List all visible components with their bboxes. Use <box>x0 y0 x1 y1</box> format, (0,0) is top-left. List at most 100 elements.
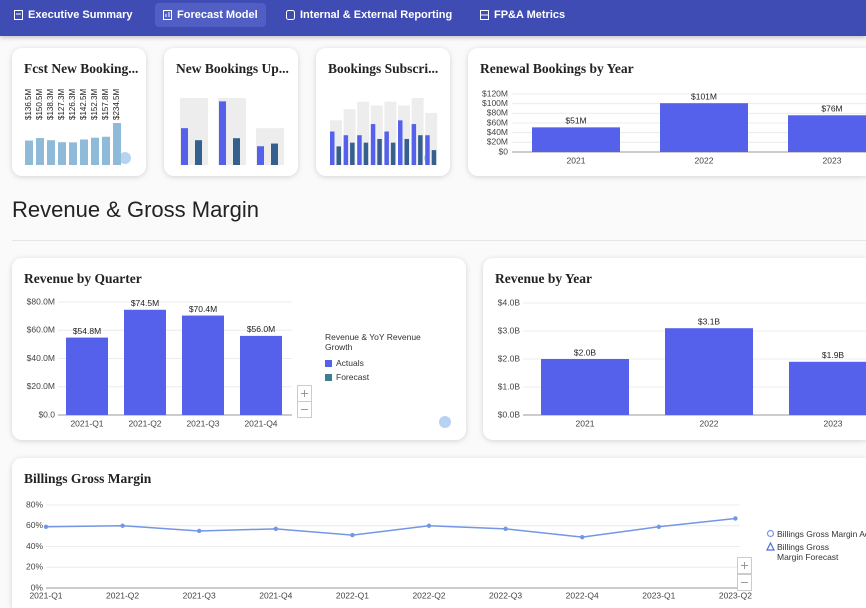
bar <box>371 124 376 165</box>
y-tick-label: $40.0M <box>27 353 55 363</box>
legend-label: Actuals <box>336 358 364 368</box>
bar <box>337 146 342 165</box>
y-tick-label: $80M <box>487 108 508 118</box>
card-title: Fcst New Booking... <box>24 61 138 77</box>
y-tick-label: $20M <box>487 137 508 147</box>
legend-title: Revenue & YoY Revenue Growth <box>325 332 435 352</box>
value-label: $74.5M <box>131 298 159 308</box>
bar <box>541 359 629 415</box>
chart-card: $0$20M$40M$60M$80M$100M$120M202120222023… <box>468 48 866 176</box>
bar <box>344 135 349 165</box>
legend: Revenue & YoY Revenue Growth Actuals For… <box>325 332 435 382</box>
value-label: $54.8M <box>73 326 101 336</box>
legend-marker <box>766 529 775 538</box>
card-title: Revenue by Year <box>495 271 592 287</box>
y-tick-label: $2.0B <box>498 353 521 363</box>
zoom-out-button[interactable] <box>297 401 312 418</box>
x-tick-label: 2021-Q4 <box>259 590 292 600</box>
bar <box>47 140 55 165</box>
chart-card: $0.0B$1.0B$2.0B$3.0B$4.0B202120222023$2.… <box>483 258 866 440</box>
point <box>733 516 737 520</box>
card-title: Billings Gross Margin <box>24 471 151 487</box>
bar <box>181 128 188 165</box>
x-tick-label: 2022-Q4 <box>566 590 599 600</box>
info-icon[interactable] <box>439 416 451 428</box>
plus-icon <box>298 386 311 401</box>
x-tick-label: 2021-Q1 <box>70 418 103 428</box>
point <box>427 524 431 528</box>
value-label: $157.8M <box>101 89 110 120</box>
y-tick-label: $60M <box>487 117 508 127</box>
kpi-card: Bookings Subscri... <box>316 48 450 176</box>
value-label: $2.0B <box>574 347 597 357</box>
value-label: $56.0M <box>247 324 275 334</box>
bar <box>350 143 355 165</box>
bar <box>124 310 166 415</box>
legend-entry: Billings Gross Margin Forecast <box>766 542 856 562</box>
value-label: $152.3M <box>90 89 99 120</box>
minus-icon <box>298 402 311 417</box>
plus-icon <box>738 558 751 573</box>
bar <box>425 135 430 165</box>
y-tick-label: $4.0B <box>498 297 521 307</box>
bar <box>182 316 224 415</box>
y-tick-label: $100M <box>482 98 508 108</box>
bar <box>412 124 417 165</box>
value-label: $126.3M <box>68 89 77 120</box>
bar <box>364 143 369 165</box>
y-tick-label: $0.0B <box>498 409 521 419</box>
legend-entry: Forecast <box>325 372 435 382</box>
x-tick-label: 2021-Q2 <box>128 418 161 428</box>
bar <box>25 141 33 165</box>
point <box>120 524 124 528</box>
value-label: $150.5M <box>35 89 44 120</box>
y-tick-label: $20.0M <box>27 381 55 391</box>
x-tick-label: 2023 <box>824 418 843 428</box>
bar <box>377 139 382 165</box>
zoom-in-button[interactable] <box>737 557 752 574</box>
tab-label: FP&A Metrics <box>494 9 565 21</box>
zoom-out-button[interactable] <box>737 574 752 591</box>
bar <box>271 144 278 165</box>
tab-label: Executive Summary <box>28 9 133 21</box>
bar <box>257 146 264 165</box>
y-tick-label: $3.0B <box>498 325 521 335</box>
legend-entry: Billings Gross Margin Actuals <box>766 529 856 539</box>
y-tick-label: 80% <box>26 499 43 509</box>
value-label: $3.1B <box>698 316 721 326</box>
card-title: Revenue by Quarter <box>24 271 142 287</box>
legend-swatch <box>325 360 332 367</box>
tab-label: Forecast Model <box>177 9 258 21</box>
value-label: $142.5M <box>79 89 88 120</box>
point <box>197 529 201 533</box>
bar <box>432 150 437 165</box>
value-label: $127.3M <box>57 89 66 120</box>
x-tick-label: 2021-Q3 <box>186 418 219 428</box>
y-tick-label: $60.0M <box>27 325 55 335</box>
bar <box>384 132 389 166</box>
bar <box>660 103 748 152</box>
bar <box>36 138 44 165</box>
bar <box>113 123 121 165</box>
point <box>657 525 661 529</box>
x-tick-label: 2021-Q3 <box>183 590 216 600</box>
legend: Billings Gross Margin Actuals Billings G… <box>766 529 856 562</box>
bar <box>398 120 403 165</box>
value-label: $138.3M <box>46 89 55 120</box>
nav-tab[interactable]: Forecast Model <box>155 3 266 27</box>
card-title: Renewal Bookings by Year <box>480 61 634 77</box>
point <box>350 533 354 537</box>
bar <box>233 138 240 165</box>
nav-tab[interactable]: Internal & External Reporting <box>278 3 460 27</box>
zoom-in-button[interactable] <box>297 385 312 402</box>
bar <box>391 143 396 165</box>
value-label: $76M <box>821 104 842 114</box>
point <box>44 525 48 529</box>
bar <box>330 132 335 166</box>
nav-tab[interactable]: Executive Summary <box>6 3 141 27</box>
y-tick-label: $0.0 <box>38 409 55 419</box>
x-tick-label: 2021-Q1 <box>29 590 62 600</box>
bar <box>418 135 423 165</box>
nav-tab[interactable]: FP&A Metrics <box>472 3 573 27</box>
card-title: Bookings Subscri... <box>328 61 438 77</box>
